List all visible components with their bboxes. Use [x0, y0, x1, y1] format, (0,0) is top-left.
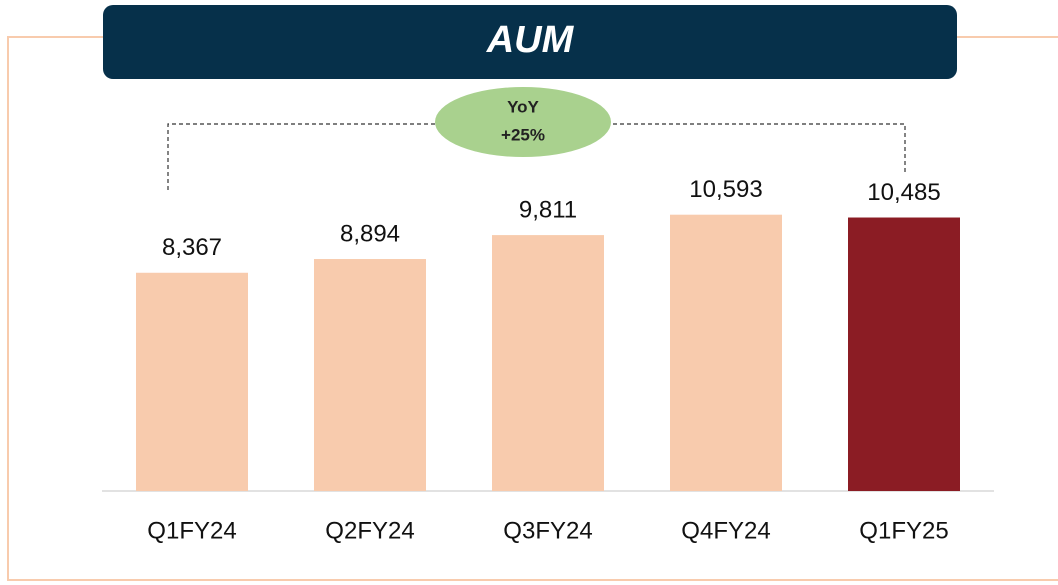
- x-tick-label: Q4FY24: [681, 517, 770, 544]
- title-box: [103, 5, 957, 79]
- bar: [670, 214, 782, 491]
- bar: [492, 235, 604, 491]
- data-label: 10,593: [689, 176, 762, 203]
- data-label: 10,485: [867, 179, 940, 206]
- bar: [848, 217, 960, 492]
- chart-title: AUM: [486, 19, 575, 61]
- x-tick-label: Q3FY24: [503, 517, 592, 544]
- annotation: +25%: [501, 125, 545, 144]
- yoy-badge: [435, 87, 611, 157]
- data-label: 8,894: [340, 220, 400, 247]
- bar: [136, 272, 248, 491]
- x-tick-label: Q2FY24: [325, 517, 414, 544]
- x-tick-label: Q1FY24: [147, 517, 236, 544]
- x-tick-label: Q1FY25: [859, 517, 948, 544]
- data-label: 8,367: [162, 234, 222, 261]
- data-label: 9,811: [519, 196, 577, 223]
- annotation: YoY: [507, 97, 539, 116]
- bar: [314, 259, 426, 491]
- frame: [7, 36, 1058, 581]
